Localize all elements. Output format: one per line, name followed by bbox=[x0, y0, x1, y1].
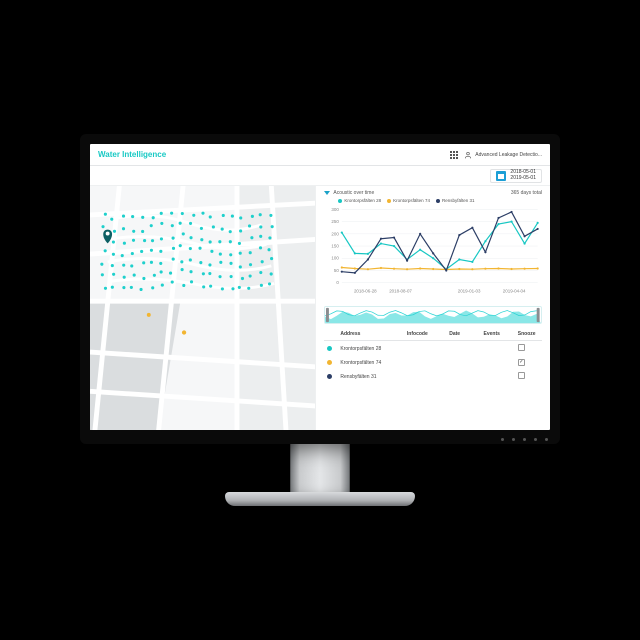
series-color-dot bbox=[327, 346, 332, 351]
cell-snooze[interactable]: ✓ bbox=[518, 359, 542, 366]
chart-legend: Krontorpsfälten 28 Krontorpsfälten 74 Rens… bbox=[324, 198, 542, 203]
series-color-dot bbox=[327, 374, 332, 379]
cell-snooze[interactable] bbox=[518, 372, 542, 381]
monitor-controls bbox=[501, 438, 548, 441]
col-events: Events bbox=[484, 331, 516, 337]
series-color-dot bbox=[327, 360, 332, 365]
cell-address: Krontorpsfälten 28 bbox=[340, 346, 405, 352]
chart-days-total: 365 days total bbox=[511, 190, 542, 196]
cell-address: Rensbyfälten 31 bbox=[340, 374, 405, 380]
col-address: Address bbox=[340, 331, 405, 337]
svg-text:150: 150 bbox=[332, 244, 340, 249]
right-pane: Acoustic over time 365 days total Kronto… bbox=[315, 186, 550, 430]
header-right: Advanced Leakage Detectio... bbox=[450, 151, 542, 159]
col-date: Date bbox=[449, 331, 481, 337]
user-icon bbox=[464, 151, 472, 159]
monitor-frame: Water Intelligence Advanced Leakage Dete… bbox=[80, 134, 560, 506]
chart-title-row[interactable]: Acoustic over time bbox=[324, 190, 374, 196]
apps-grid-icon[interactable] bbox=[450, 151, 458, 159]
table-row[interactable]: Krontorpsfälten 74 ✓ bbox=[324, 356, 542, 369]
svg-text:0: 0 bbox=[337, 280, 340, 285]
cell-address: Krontorpsfälten 74 bbox=[340, 360, 405, 366]
events-table: Address Infocode Date Events Snooze Kron… bbox=[316, 324, 550, 430]
legend-item[interactable]: Krontorpsfälten 28 bbox=[338, 198, 381, 203]
svg-text:100: 100 bbox=[332, 256, 340, 261]
legend-item[interactable]: Rensbyfälten 31 bbox=[436, 198, 475, 203]
chart-timeline-brush[interactable] bbox=[324, 306, 542, 324]
user-label: Advanced Leakage Detectio... bbox=[475, 152, 542, 158]
svg-text:2019-04-04: 2019-04-04 bbox=[503, 289, 526, 294]
svg-text:50: 50 bbox=[334, 268, 339, 273]
subheader: 2018-05-01 2019-05-01 bbox=[90, 166, 550, 186]
svg-text:250: 250 bbox=[332, 219, 340, 224]
svg-text:300: 300 bbox=[332, 207, 340, 212]
svg-text:200: 200 bbox=[332, 231, 340, 236]
date-to: 2019-05-01 bbox=[510, 176, 536, 182]
calendar-icon bbox=[496, 171, 506, 181]
table-row[interactable]: Krontorpsfälten 28 bbox=[324, 341, 542, 356]
legend-item[interactable]: Krontorpsfälten 74 bbox=[387, 198, 430, 203]
user-chip[interactable]: Advanced Leakage Detectio... bbox=[464, 151, 542, 159]
chart-collapse-caret-icon bbox=[324, 191, 330, 195]
app-screen: Water Intelligence Advanced Leakage Dete… bbox=[90, 144, 550, 430]
content-split: Acoustic over time 365 days total Kronto… bbox=[90, 186, 550, 430]
brand-title: Water Intelligence bbox=[98, 150, 166, 159]
monitor-neck bbox=[290, 444, 350, 492]
col-infocode: Infocode bbox=[407, 331, 447, 337]
monitor-base bbox=[225, 492, 415, 506]
svg-text:2018-08-07: 2018-08-07 bbox=[390, 289, 413, 294]
col-snooze: Snooze bbox=[518, 331, 542, 337]
monitor-bezel: Water Intelligence Advanced Leakage Dete… bbox=[80, 134, 560, 444]
chart-title: Acoustic over time bbox=[333, 190, 374, 196]
chart-block: Acoustic over time 365 days total Kronto… bbox=[316, 186, 550, 302]
app-header: Water Intelligence Advanced Leakage Dete… bbox=[90, 144, 550, 166]
map-pane[interactable] bbox=[90, 186, 315, 430]
svg-text:2019-01-03: 2019-01-03 bbox=[458, 289, 481, 294]
cell-snooze[interactable] bbox=[518, 344, 542, 353]
table-header: Address Infocode Date Events Snooze bbox=[324, 328, 542, 341]
line-chart: 0 50 100 150 200 250 300 2018-06-28 2018-08-07 20… bbox=[324, 205, 542, 295]
table-row[interactable]: Rensbyfälten 31 bbox=[324, 369, 542, 384]
svg-text:2018-06-28: 2018-06-28 bbox=[354, 289, 377, 294]
date-range-picker[interactable]: 2018-05-01 2019-05-01 bbox=[490, 169, 542, 183]
